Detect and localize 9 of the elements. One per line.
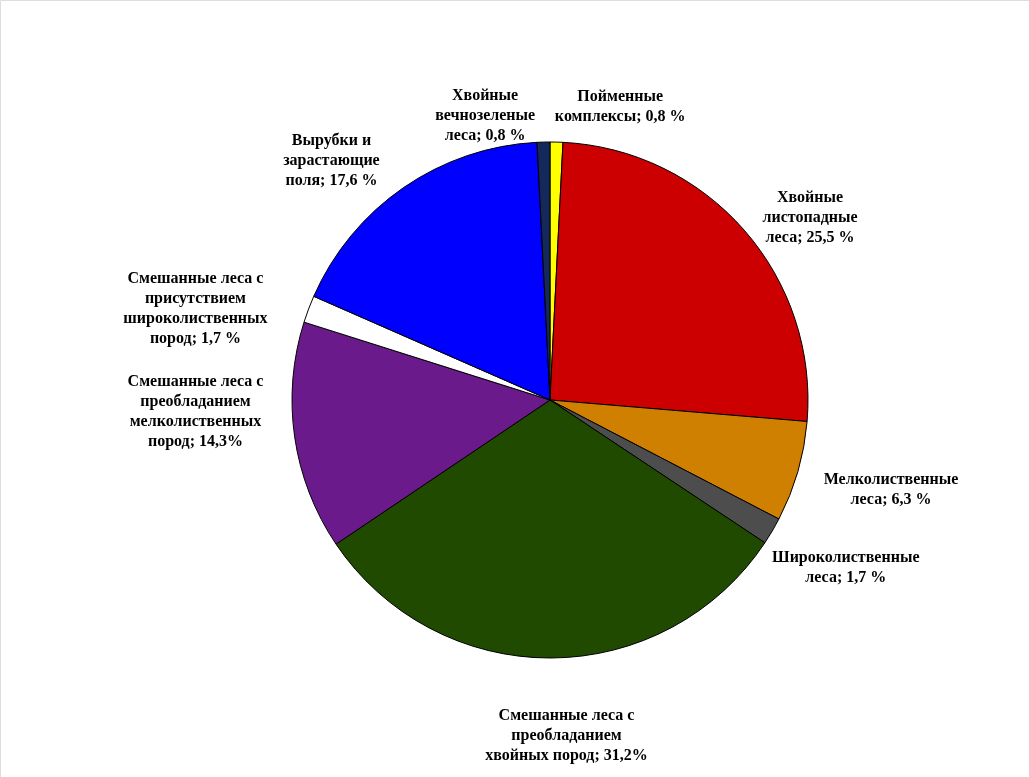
slice-label: Пойменные комплексы; 0,8 %: [554, 87, 686, 124]
slice-label: Мелколиственные леса; 6,3 %: [823, 469, 959, 507]
slice-label: Вырубки и зарастающие поля; 17,6 %: [283, 130, 380, 188]
slice-label: Смешанные леса с преобладанием мелколиственных пород; 14,3%: [127, 372, 264, 451]
slice-label: Хвойные вечнозеленые леса; 0,8 %: [435, 85, 536, 143]
slice-label: Широколиственные леса; 1,7 %: [772, 548, 920, 586]
slice-label: Смешанные леса с преобладанием хвойных пород; 31,2%: [485, 705, 648, 764]
slice-label: Смешанные леса с присутствием широколиственных пород; 1,7 %: [123, 268, 268, 347]
slice-label: Хвойные листопадные леса; 25,5 %: [762, 187, 858, 245]
